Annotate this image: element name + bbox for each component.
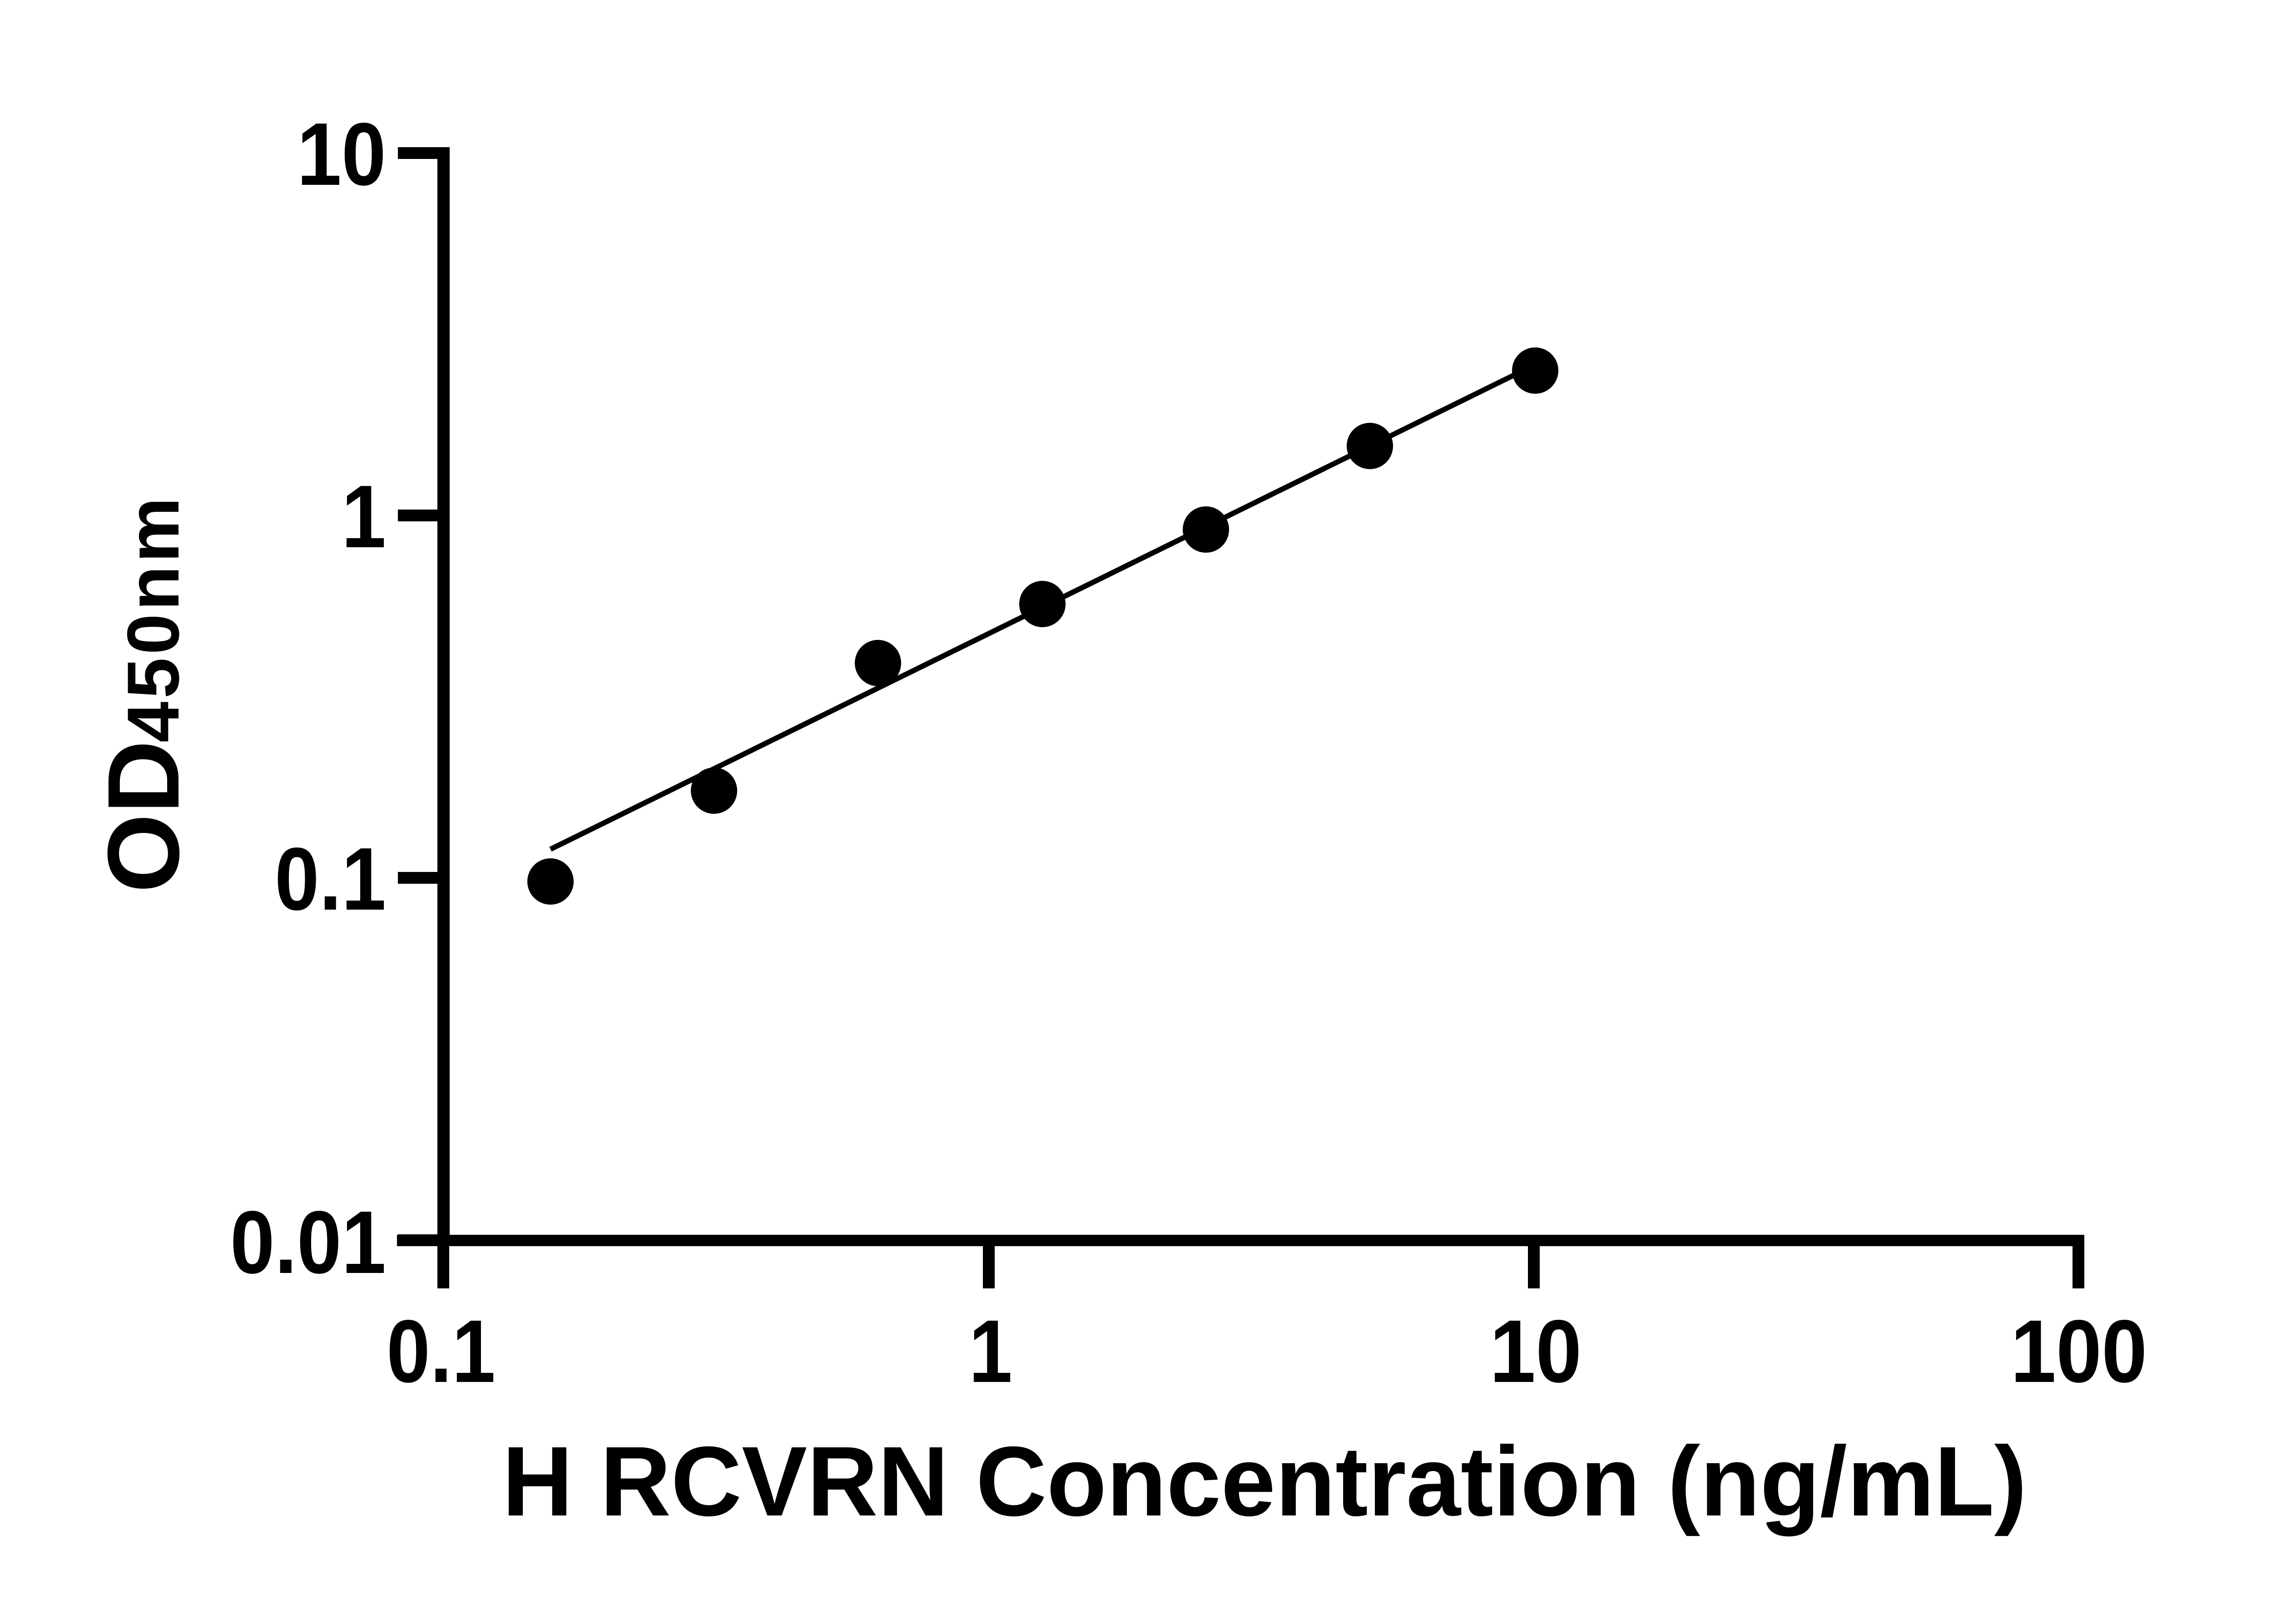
svg-text:1: 1 xyxy=(969,1302,1012,1401)
svg-text:100: 100 xyxy=(2011,1302,2147,1401)
svg-text:OD: OD xyxy=(87,740,200,893)
svg-text:1: 1 xyxy=(342,466,386,566)
svg-text:H RCVRN Concentration (ng/mL): H RCVRN Concentration (ng/mL) xyxy=(502,1426,2027,1536)
svg-text:0.01: 0.01 xyxy=(230,1192,386,1292)
svg-text:0.1: 0.1 xyxy=(275,829,386,929)
svg-text:450nm: 450nm xyxy=(112,494,194,743)
svg-text:10: 10 xyxy=(297,104,386,204)
svg-text:0.1: 0.1 xyxy=(387,1302,496,1401)
svg-text:10: 10 xyxy=(1490,1302,1582,1401)
